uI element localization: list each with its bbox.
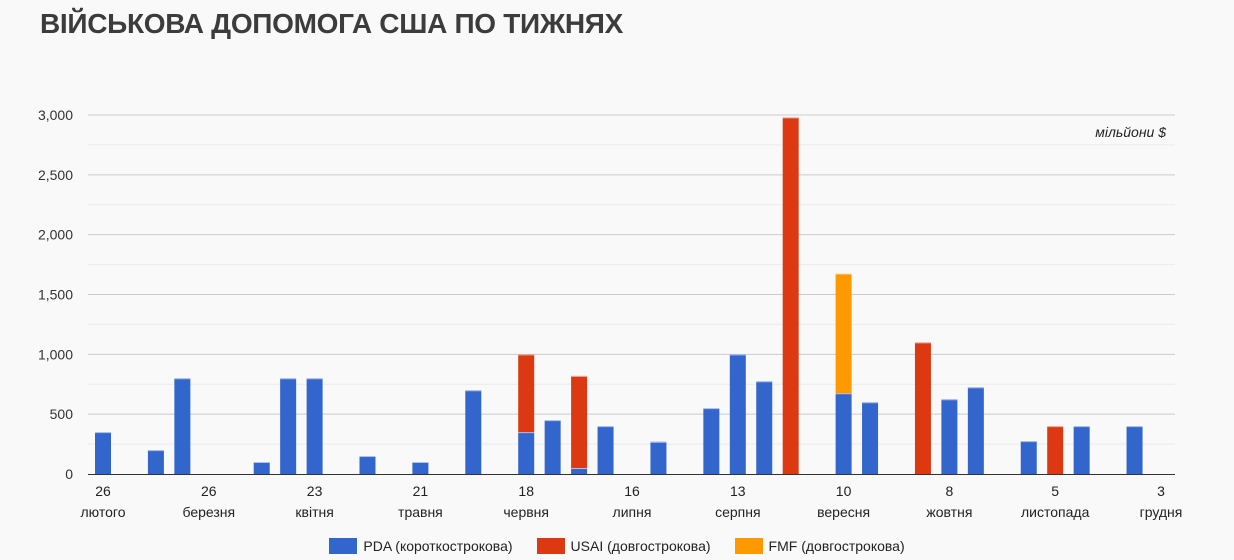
bar-segment: [174, 378, 191, 474]
legend-item: FMF (довгострокова): [734, 538, 905, 554]
x-tick-month: березня: [182, 504, 235, 520]
bars: [95, 117, 1143, 474]
x-tick-day: 18: [518, 483, 534, 499]
y-tick-label: 1,500: [38, 287, 73, 303]
bar-segment: [729, 354, 746, 474]
legend: PDA (короткострокова) USAI (довгострокова…: [0, 538, 1234, 554]
legend-swatch: [329, 538, 358, 554]
bar-segment: [544, 420, 561, 474]
x-tick-day: 10: [836, 483, 852, 499]
legend-item: PDA (короткострокова): [329, 538, 513, 554]
x-tick-month: жовтня: [926, 504, 972, 520]
y-tick-label: 2,500: [38, 167, 73, 183]
bar-segment: [95, 432, 111, 474]
x-tick-day: 26: [201, 483, 217, 499]
x-tick-day: 3: [1157, 483, 1165, 499]
legend-label: PDA (короткострокова): [363, 538, 513, 554]
x-tick-day: 5: [1051, 483, 1059, 499]
x-tick-day: 8: [946, 483, 954, 499]
bar-segment: [967, 387, 984, 474]
x-tick-day: 16: [624, 483, 640, 499]
bar-segment: [465, 390, 482, 474]
bar-segment: [571, 375, 588, 469]
x-tick-day: 13: [730, 483, 746, 499]
bar-segment: [1047, 426, 1064, 474]
unit-label: мільйони $: [1095, 124, 1166, 140]
x-tick-month: липня: [613, 504, 652, 520]
legend-item: USAI (довгострокова): [536, 538, 711, 554]
x-tick-month: вересня: [817, 504, 870, 520]
y-tick-label: 3,000: [38, 107, 73, 123]
bar-segment: [280, 378, 297, 474]
bar-segment: [650, 441, 667, 474]
bar-segment: [703, 408, 720, 474]
bar-segment: [835, 273, 852, 394]
y-tick-label: 2,000: [38, 227, 73, 243]
bar-segment: [253, 462, 270, 474]
bar-segment: [306, 378, 323, 474]
bar-segment: [412, 462, 429, 474]
legend-label: USAI (довгострокова): [570, 538, 711, 554]
bar-segment: [518, 354, 535, 433]
x-axis: 26 лютого 26 березня 23 квітня 21 травня 18 червн…: [81, 483, 1183, 520]
bar-segment: [359, 456, 376, 474]
bar-segment: [597, 426, 614, 474]
bar-segment: [756, 381, 773, 474]
page-title: ВІЙСЬКОВА ДОПОМОГА США ПО ТИЖНЯХ: [40, 8, 624, 39]
y-tick-label: 0: [65, 466, 73, 482]
y-tick-label: 1,000: [38, 346, 73, 362]
bar-segment: [518, 432, 535, 474]
x-tick-month: квітня: [295, 504, 333, 520]
legend-label: FMF (довгострокова): [768, 538, 905, 554]
bar-segment: [571, 468, 588, 474]
bar-segment: [1126, 426, 1143, 474]
legend-swatch: [536, 538, 565, 554]
bar-segment: [782, 117, 799, 474]
x-tick-month: червня: [503, 504, 549, 520]
y-axis: 0 500 1,000 1,500 2,000 2,500 3,000: [38, 107, 73, 482]
y-tick-label: 500: [50, 406, 74, 422]
x-tick-day: 23: [307, 483, 323, 499]
x-tick-day: 26: [95, 483, 111, 499]
x-tick-month: серпня: [715, 504, 760, 520]
x-tick-month: травня: [398, 504, 443, 520]
bar-segment: [862, 402, 879, 474]
gridlines: [88, 114, 1175, 445]
bar-segment: [941, 399, 958, 474]
bar-segment: [1020, 441, 1037, 474]
x-tick-day: 21: [413, 483, 429, 499]
x-tick-month: лютого: [81, 504, 126, 520]
bar-segment: [1073, 426, 1090, 474]
bar-segment: [914, 342, 931, 474]
bar-segment: [835, 393, 852, 474]
x-tick-month: грудня: [1140, 504, 1183, 520]
bar-segment: [147, 450, 164, 474]
x-tick-month: листопада: [1021, 504, 1090, 520]
legend-swatch: [734, 538, 763, 554]
